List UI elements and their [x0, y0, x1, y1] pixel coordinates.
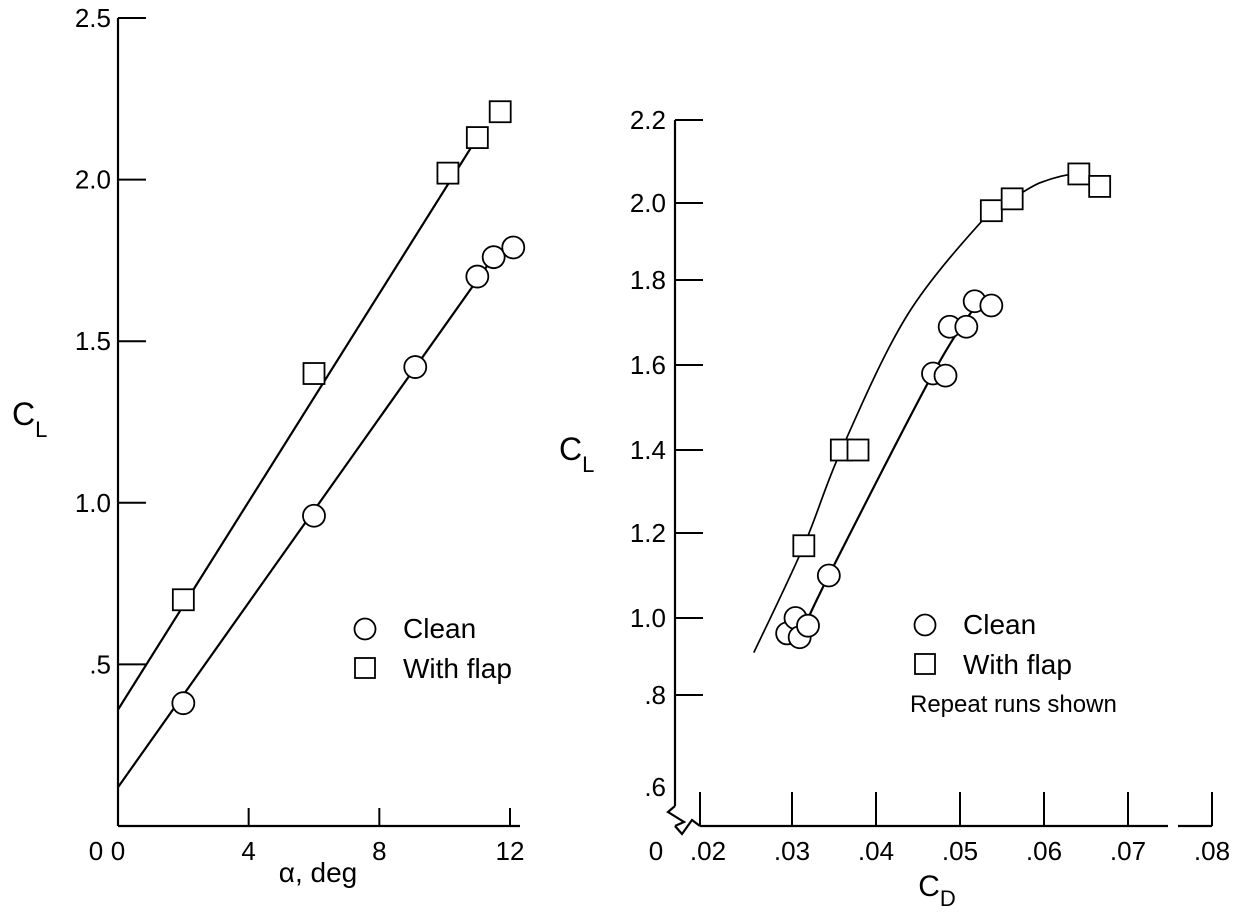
right-point-clean	[979, 293, 1004, 318]
left-ticks	[117, 17, 511, 826]
right-ticks	[675, 119, 1213, 826]
right-x-tick-label: .02	[690, 836, 726, 866]
legend-circle-icon	[913, 613, 937, 637]
right-y-tick-label: 2.0	[630, 188, 666, 218]
left-fit-lines	[117, 136, 502, 788]
right-point-with-flap	[1088, 174, 1112, 198]
right-x-tick-label: .04	[858, 836, 894, 866]
axis-break-x-icon	[674, 818, 701, 836]
left-y-tick-label: 2.5	[75, 3, 111, 33]
left-tick-labels: 0 4 8 12 0 .5 1.0 1.5 2.0 2.5	[75, 3, 525, 866]
right-x-tick-label: .08	[1194, 836, 1230, 866]
left-legend-label-clean: Clean	[403, 613, 476, 644]
chart-right: .02 .03 .04 .05 .06 .07 .08 .6 .8 1.0 1.2 1.4 1.6 1.8…	[559, 105, 1230, 911]
right-point-clean	[933, 363, 958, 388]
right-point-with-flap	[979, 199, 1003, 223]
right-origin-label: 0	[649, 836, 663, 866]
right-x-tick-label: .07	[1110, 836, 1146, 866]
left-fit-with-flap	[117, 136, 479, 711]
left-markers	[171, 100, 526, 716]
left-y-tick-label: 1.0	[75, 488, 111, 518]
left-point-clean	[465, 264, 490, 289]
right-point-with-flap	[846, 438, 870, 462]
right-tick-labels: .02 .03 .04 .05 .06 .07 .08 .6 .8 1.0 1.2 1.4 1.6 1.8…	[630, 105, 1230, 866]
right-point-with-flap	[792, 534, 816, 558]
legend-square-icon	[354, 657, 376, 679]
left-point-with-flap	[436, 161, 460, 185]
left-y-axis-label: CL	[12, 396, 47, 442]
right-legend: Clean With flap Repeat runs shown	[910, 609, 1117, 718]
right-axes	[666, 120, 1212, 836]
left-x-axis-label: α, deg	[279, 857, 357, 888]
left-x-tick-label: 4	[241, 836, 255, 866]
right-x-tick-label: .06	[1026, 836, 1062, 866]
left-point-with-flap	[465, 126, 489, 149]
right-y-axis-label: CL	[559, 431, 594, 477]
right-y-tick-label: 1.6	[630, 350, 666, 380]
left-point-with-flap	[302, 362, 326, 385]
left-y-tick-label: 1.5	[75, 326, 111, 356]
right-y-tick-label: .6	[644, 772, 666, 802]
right-point-with-flap	[1000, 187, 1024, 211]
right-y-tick-label: 1.4	[630, 435, 666, 465]
right-point-clean	[796, 613, 820, 638]
right-markers	[775, 162, 1112, 650]
right-x-tick-label: .05	[942, 836, 978, 866]
axis-break-y-icon	[666, 805, 687, 828]
right-note: Repeat runs shown	[910, 691, 1117, 718]
left-y-tick-label: 2.0	[75, 165, 111, 195]
right-y-tick-label: 1.0	[630, 603, 666, 633]
right-x-axis-label: CD	[918, 870, 956, 911]
chart-left: 0 4 8 12 0 .5 1.0 1.5 2.0 2.5 α, deg CL Clean Wit…	[12, 3, 526, 888]
left-origin-label: 0	[89, 836, 103, 866]
left-point-clean	[481, 245, 506, 270]
left-point-clean	[171, 691, 196, 716]
left-y-tick-label: .5	[89, 649, 111, 679]
left-x-tick-label: 0	[111, 836, 125, 866]
left-legend-label-flap: With flap	[403, 653, 512, 684]
right-y-tick-label: 2.2	[630, 105, 666, 135]
left-axes	[116, 18, 520, 828]
right-fit-curves	[753, 173, 1101, 653]
right-point-clean	[816, 563, 841, 588]
left-x-tick-label: 12	[496, 836, 525, 866]
left-point-with-flap	[488, 100, 512, 124]
right-y-tick-label: .8	[644, 680, 666, 710]
right-y-tick-label: 1.8	[630, 265, 666, 295]
right-legend-label-flap: With flap	[963, 649, 1072, 680]
left-point-clean	[501, 235, 526, 260]
right-legend-label-clean: Clean	[963, 609, 1036, 640]
right-point-clean	[954, 314, 979, 339]
left-point-clean	[403, 355, 428, 379]
left-x-tick-label: 8	[372, 836, 386, 866]
right-y-tick-label: 1.2	[630, 518, 666, 548]
left-point-clean	[302, 503, 326, 528]
left-point-with-flap	[171, 588, 195, 612]
right-point-with-flap	[1067, 162, 1091, 186]
right-fit-with-flap	[753, 173, 1101, 653]
legend-square-icon	[914, 653, 936, 675]
left-legend: Clean With flap	[353, 613, 512, 684]
right-x-tick-label: .03	[774, 836, 810, 866]
legend-circle-icon	[353, 617, 377, 641]
